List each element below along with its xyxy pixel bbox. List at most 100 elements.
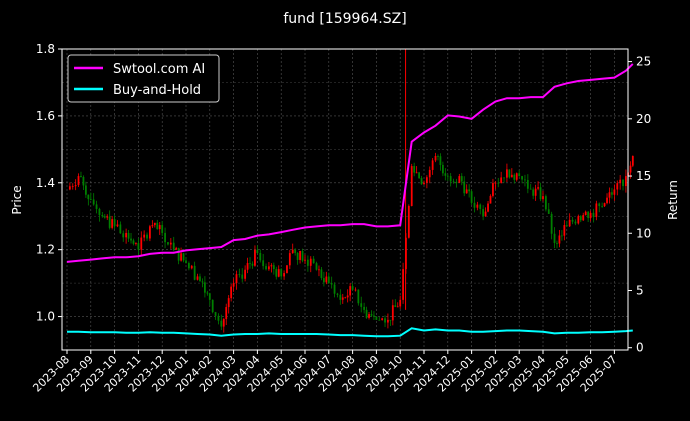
candle-body: [613, 189, 616, 195]
y-tick-label-left: 1.4: [36, 176, 55, 190]
candle-body: [309, 258, 312, 266]
candle-body: [193, 265, 196, 280]
candle-body: [500, 177, 503, 183]
candle-body: [526, 180, 529, 189]
candle-body: [592, 212, 595, 217]
candle-body: [381, 318, 384, 321]
candle-body: [420, 178, 423, 185]
candle-body: [415, 172, 418, 174]
candle-body: [113, 219, 116, 227]
candle-body: [458, 176, 461, 183]
candle-body: [222, 318, 225, 327]
legend: Swtool.com AI Buy-and-Hold: [67, 54, 220, 103]
candle-body: [230, 286, 233, 299]
candle-body: [439, 156, 442, 165]
candle-body: [262, 260, 265, 267]
candle-body: [291, 249, 294, 254]
candle-body: [82, 177, 85, 186]
candle-body: [116, 224, 119, 227]
candle-body: [156, 222, 159, 230]
candle-body: [513, 174, 516, 180]
candle-body: [201, 281, 204, 283]
candle-body: [598, 203, 601, 207]
candle-body: [203, 282, 206, 293]
candle-body: [277, 269, 280, 277]
candle-body: [196, 276, 199, 280]
candle-body: [616, 183, 619, 190]
candle-body: [71, 186, 74, 188]
candle-body: [354, 289, 357, 291]
candle-body: [444, 173, 447, 176]
candle-body: [137, 243, 140, 250]
candle-body: [95, 204, 98, 209]
candle-body: [349, 286, 352, 296]
candle-body: [182, 253, 185, 261]
candle-body: [185, 260, 187, 264]
series-line-strategy: [66, 63, 634, 263]
candle-body: [169, 242, 172, 245]
candle-body: [550, 213, 553, 234]
candle-body: [77, 176, 80, 186]
candle-body: [473, 202, 476, 208]
candle-body: [574, 221, 577, 224]
candle-body: [413, 166, 416, 173]
candle-body: [158, 225, 161, 230]
candle-body: [553, 233, 556, 243]
candle-body: [175, 247, 178, 250]
candle-body: [492, 183, 494, 196]
candle-body: [524, 179, 526, 181]
candle-body: [211, 299, 214, 313]
y-axis-label-left: Price: [10, 185, 24, 214]
candle-body: [547, 209, 550, 214]
candle-body: [132, 240, 135, 244]
candle-body: [111, 219, 114, 228]
candle-body: [130, 238, 132, 241]
candle-body: [312, 258, 315, 264]
y-tick-label-right: 5: [636, 283, 644, 297]
candle-body: [378, 319, 381, 321]
candle-body: [584, 211, 587, 216]
candle-body: [560, 235, 563, 237]
candle-body: [601, 206, 604, 207]
candle-body: [244, 269, 247, 279]
candle-body: [565, 225, 568, 227]
candle-body: [484, 211, 487, 217]
candle-body: [587, 211, 590, 219]
candle-body: [577, 216, 580, 224]
candle-body: [122, 233, 125, 238]
candle-body: [365, 309, 368, 318]
candle-body: [556, 242, 558, 244]
candle-body: [603, 203, 606, 207]
candle-body: [214, 312, 217, 316]
candle-body: [394, 305, 397, 307]
candle-body: [286, 265, 288, 274]
candle-body: [187, 263, 190, 269]
candle-body: [249, 263, 251, 264]
candle-body: [489, 195, 492, 204]
candle-body: [399, 299, 402, 307]
candle-body: [542, 196, 544, 200]
candle-body: [320, 269, 323, 279]
chart-title: fund [159964.SZ]: [283, 11, 406, 27]
plot-frame: [61, 48, 629, 351]
candle-body: [256, 249, 259, 254]
candle-body: [529, 188, 532, 190]
candle-body: [455, 181, 458, 183]
candle-body: [418, 172, 420, 179]
y-tick-label-right: 15: [636, 169, 651, 183]
candle-body: [506, 169, 508, 178]
candle-body: [363, 306, 366, 310]
candle-body: [625, 176, 627, 187]
legend-label-strategy: Swtool.com AI: [113, 62, 205, 77]
candle-body: [327, 276, 330, 284]
candle-body: [351, 286, 354, 290]
candle-body: [544, 196, 547, 210]
candle-body: [595, 203, 598, 217]
candle-body: [283, 273, 285, 277]
y-axis-label-right: Return: [666, 180, 680, 220]
candle-body: [497, 182, 500, 184]
candle-body: [336, 293, 339, 295]
candle-body: [246, 263, 249, 270]
candle-body: [503, 177, 505, 179]
